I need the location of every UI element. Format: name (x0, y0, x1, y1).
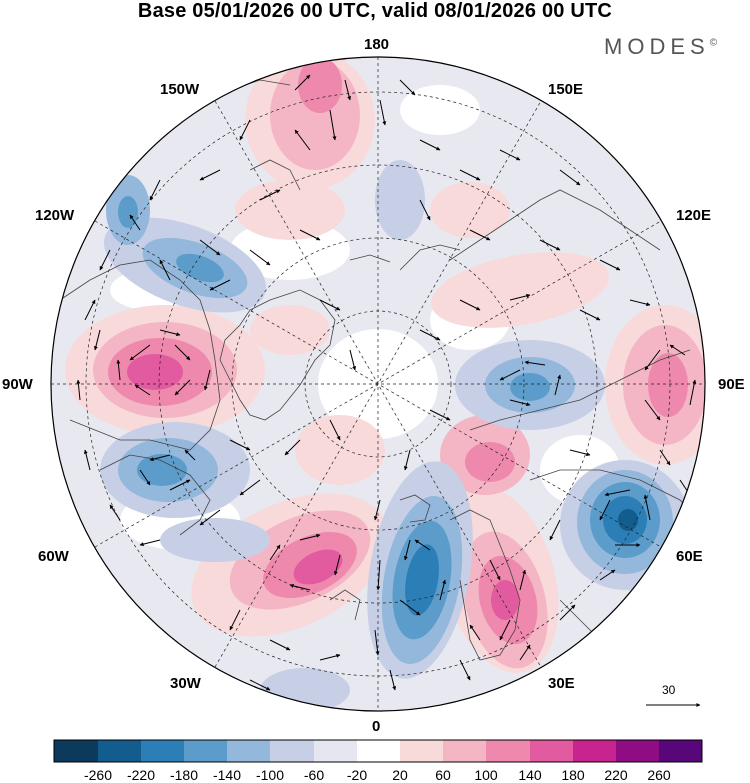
label-lon-30w: 30W (170, 675, 201, 692)
colorbar-bin (314, 740, 357, 762)
colorbar-tick-label: -180 (169, 767, 199, 783)
colorbar-bin (659, 740, 702, 762)
anomaly-bering-sea (245, 57, 375, 190)
anomaly-arctic-east (235, 180, 609, 495)
colorbar-bin (270, 740, 314, 762)
anomaly-central-asia (560, 460, 690, 590)
chart-title: Base 05/01/2026 00 UTC, valid 08/01/2026… (137, 0, 613, 22)
colorbar-tick-label: -260 (83, 767, 113, 783)
colorbar-bin (486, 740, 530, 762)
reference-vector-label: 30 (662, 683, 676, 697)
colorbar-bin (400, 740, 443, 762)
wind-vectors (76, 74, 697, 691)
brand-mark: © (709, 37, 718, 49)
anomaly-hudson-bay (65, 305, 265, 435)
colorbar-tick-label: -100 (255, 767, 285, 783)
brand-text: MODES (604, 34, 710, 59)
label-lon-120w: 120W (35, 207, 75, 224)
label-lon-150e: 150E (548, 81, 584, 98)
label-lon-0: 0 (372, 718, 381, 735)
colorbar-tick-label: 140 (518, 767, 542, 783)
colorbar-tick-label: -20 (346, 767, 368, 783)
colorbar-tick-label: -60 (303, 767, 325, 783)
anomaly-western-canada (103, 175, 267, 313)
colorbar-bin (98, 740, 141, 762)
anomaly-labrador-sea (100, 422, 250, 518)
label-lon-60w: 60W (38, 548, 69, 565)
brand-logo: MODES© (604, 34, 717, 60)
colorbar-bin (141, 740, 184, 762)
colorbar-tick-label: 20 (392, 767, 408, 783)
colorbar-bin (184, 740, 227, 762)
label-lon-90e: 90E (718, 376, 745, 393)
colorbar-bin (530, 740, 573, 762)
label-lon-180: 180 (364, 36, 390, 53)
map-boundary (50, 56, 706, 712)
colorbar-tick-label: -140 (212, 767, 242, 783)
colorbar-tick-label: 60 (435, 767, 451, 783)
colorbar-tick-label: 100 (474, 767, 498, 783)
label-lon-150w: 150W (160, 81, 200, 98)
colorbar-bin (54, 740, 98, 762)
anomaly-field (51, 57, 705, 711)
colorbar-bin (573, 740, 616, 762)
colorbar-bin (357, 740, 400, 762)
anomaly-central-siberia (455, 340, 605, 430)
colorbar-tick-label: 180 (561, 767, 585, 783)
colorbar-tick-label: -220 (126, 767, 156, 783)
anomaly-mongolia (605, 305, 705, 465)
negative-anomalies (100, 160, 690, 711)
label-lon-120e: 120E (676, 207, 712, 224)
colorbar-bin (227, 740, 270, 762)
label-lon-90w: 90W (2, 376, 33, 393)
colorbar (53, 739, 703, 763)
positive-anomalies (65, 57, 705, 673)
label-lon-30e: 30E (548, 675, 575, 692)
colorbar-bin (616, 740, 659, 762)
colorbar-tick-label: 260 (647, 767, 671, 783)
colorbar-bin (443, 740, 486, 762)
label-lon-60e: 60E (676, 548, 703, 565)
colorbar-tick-label: 220 (604, 767, 628, 783)
